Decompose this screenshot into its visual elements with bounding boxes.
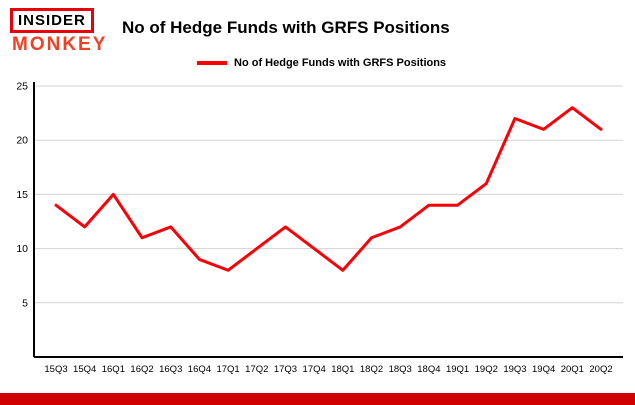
svg-text:17Q1: 17Q1: [216, 364, 239, 375]
svg-text:16Q3: 16Q3: [159, 364, 182, 375]
svg-text:18Q3: 18Q3: [389, 364, 412, 375]
hedge-funds-line-chart: 5 10 15 20 25 15Q3 15Q4 16Q1 16Q2 16Q3 16Q4 17Q1 17Q…: [0, 72, 635, 387]
svg-text:17Q4: 17Q4: [303, 364, 326, 375]
svg-text:18Q4: 18Q4: [417, 364, 440, 375]
svg-text:5: 5: [22, 297, 28, 309]
logo-monkey-text: MONKEY: [12, 34, 108, 55]
svg-text:16Q1: 16Q1: [102, 364, 125, 375]
svg-text:20Q2: 20Q2: [589, 364, 612, 375]
svg-text:16Q2: 16Q2: [130, 364, 153, 375]
svg-text:15: 15: [16, 189, 28, 201]
svg-text:15Q4: 15Q4: [73, 364, 96, 375]
svg-text:19Q4: 19Q4: [532, 364, 555, 375]
svg-text:18Q2: 18Q2: [360, 364, 383, 375]
legend-line-swatch: [197, 61, 227, 65]
footer-red-bar: [0, 393, 635, 405]
svg-text:17Q2: 17Q2: [245, 364, 268, 375]
insider-monkey-logo: INSIDER MONKEY: [10, 8, 110, 56]
svg-text:17Q3: 17Q3: [274, 364, 297, 375]
chart-canvas: 5 10 15 20 25 15Q3 15Q4 16Q1 16Q2 16Q3 16Q4 17Q1 17Q…: [16, 81, 623, 375]
svg-text:18Q1: 18Q1: [331, 364, 354, 375]
svg-text:20: 20: [16, 135, 28, 147]
chart-legend: No of Hedge Funds with GRFS Positions: [197, 57, 446, 69]
svg-text:19Q3: 19Q3: [503, 364, 526, 375]
logo-insider-text: INSIDER: [10, 8, 94, 33]
svg-text:15Q3: 15Q3: [44, 364, 67, 375]
svg-text:16Q4: 16Q4: [188, 364, 211, 375]
svg-text:25: 25: [16, 81, 28, 93]
svg-text:19Q2: 19Q2: [475, 364, 498, 375]
svg-text:19Q1: 19Q1: [446, 364, 469, 375]
page-title: No of Hedge Funds with GRFS Positions: [122, 18, 450, 37]
svg-text:10: 10: [16, 243, 28, 255]
legend-label: No of Hedge Funds with GRFS Positions: [234, 57, 447, 69]
svg-text:20Q1: 20Q1: [561, 364, 584, 375]
